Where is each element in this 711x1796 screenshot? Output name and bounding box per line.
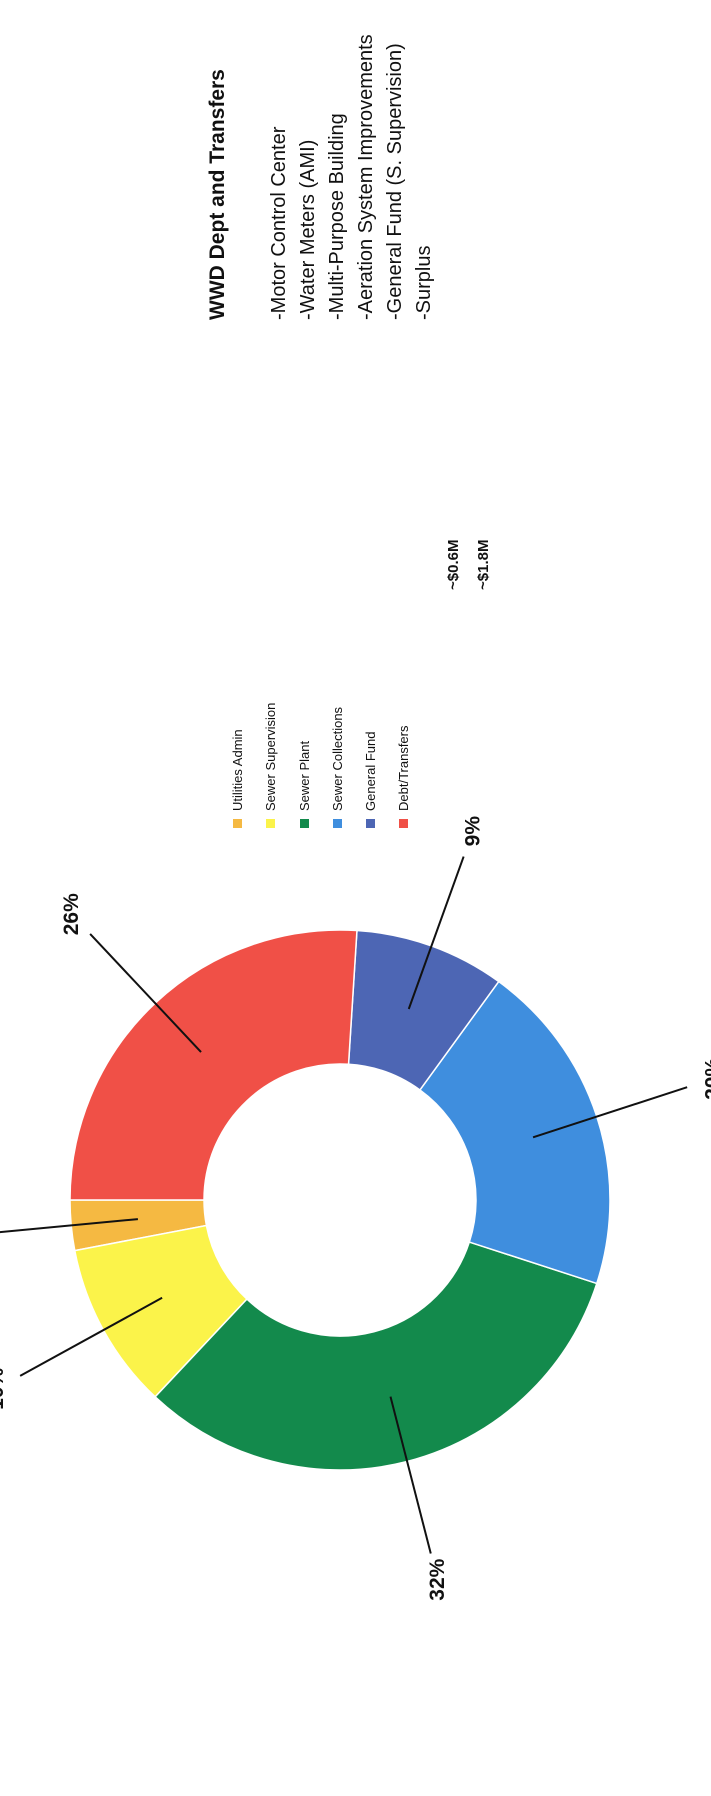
amount-label: ~$1.8M xyxy=(475,540,492,590)
legend-label: Utilities Admin xyxy=(230,729,245,811)
data-label-debt-transfers: 26% xyxy=(60,893,83,935)
legend-item-sewer-collections: Sewer Collections xyxy=(330,707,345,828)
legend-swatch xyxy=(366,819,375,828)
notes-item: -Surplus xyxy=(413,246,436,320)
legend-item-sewer-plant: Sewer Plant xyxy=(297,741,312,828)
legend-item-utilities-admin: Utilities Admin xyxy=(230,729,245,828)
data-label-sewer-collections: 20% xyxy=(701,1058,711,1100)
legend-swatch xyxy=(333,819,342,828)
legend-swatch xyxy=(399,819,408,828)
data-label-sewer-supervision: 10% xyxy=(0,1368,8,1410)
data-label-sewer-plant: 32% xyxy=(426,1558,449,1600)
legend-item-debt-transfers: Debt/Transfers xyxy=(396,726,411,829)
legend-label: Sewer Collections xyxy=(330,707,345,811)
legend-label: Sewer Plant xyxy=(297,741,312,811)
notes-item: -General Fund (S. Supervision) xyxy=(384,43,407,320)
notes-item: -Aeration System Improvements xyxy=(355,34,378,320)
notes-item: -Water Meters (AMI) xyxy=(297,140,320,320)
data-label-general-fund: 9% xyxy=(461,816,484,847)
notes-item: -Multi-Purpose Building xyxy=(326,113,349,320)
amount-label: ~$0.6M xyxy=(445,540,462,590)
legend-item-general-fund: General Fund xyxy=(363,732,378,829)
legend-item-sewer-supervision: Sewer Supervision xyxy=(263,703,278,828)
legend-swatch xyxy=(266,819,275,828)
legend-label: General Fund xyxy=(363,732,378,812)
legend-swatch xyxy=(300,819,309,828)
notes-title: WWD Dept and Transfers xyxy=(206,69,230,320)
notes-item: -Motor Control Center xyxy=(268,127,291,320)
legend-label: Debt/Transfers xyxy=(396,726,411,812)
slice-debt-transfers xyxy=(70,930,357,1200)
legend-label: Sewer Supervision xyxy=(263,703,278,811)
legend-swatch xyxy=(233,819,242,828)
